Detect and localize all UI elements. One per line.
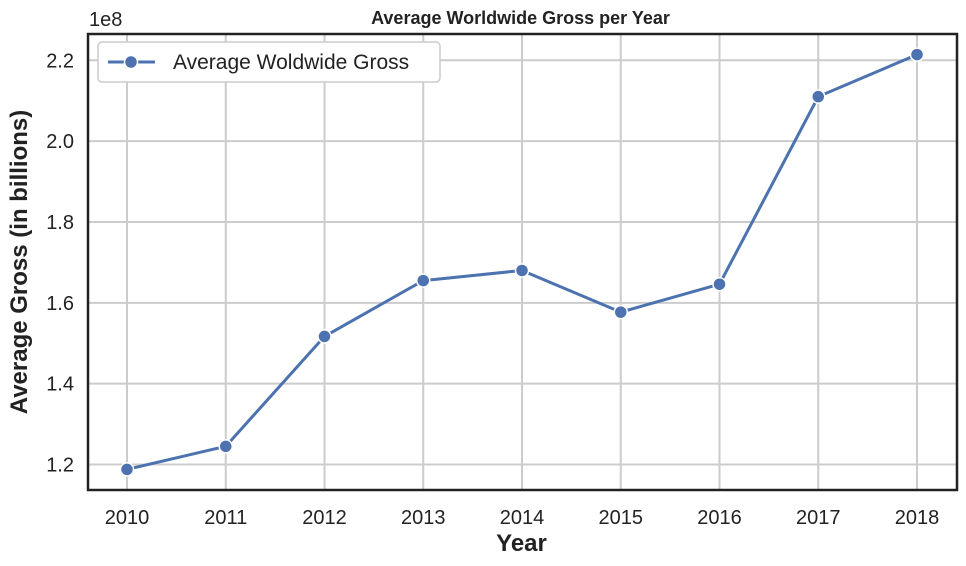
y-tick-label: 1.6: [46, 293, 74, 315]
x-tick-label: 2013: [401, 507, 446, 529]
x-tick-label: 2011: [204, 507, 247, 529]
data-point: [712, 276, 727, 292]
y-tick-label: 1.4: [46, 374, 74, 396]
x-tick-label: 2010: [105, 507, 150, 529]
x-tick-labels: 2010 2011 2012 2013 2014 2015 2016 2017 2018: [105, 507, 940, 529]
legend-marker-swatch: [123, 54, 139, 70]
data-point: [909, 47, 925, 62]
x-tick-label: 2018: [895, 507, 940, 529]
y-offset-label: 1e8: [89, 9, 122, 31]
grid-lines: [88, 34, 957, 490]
data-point: [119, 462, 135, 477]
legend-entry-label: Average Woldwide Gross: [173, 51, 409, 74]
data-point: [514, 263, 530, 278]
x-tick-label: 2017: [796, 507, 841, 529]
x-tick-label: 2016: [697, 507, 742, 529]
chart-title: Average Worldwide Gross per Year: [371, 8, 670, 28]
y-tick-labels: 1.2 1.4 1.6 1.8 2.0 2.2: [46, 50, 74, 476]
data-point: [218, 439, 233, 454]
data-point: [613, 304, 628, 320]
y-tick-label: 2.0: [46, 131, 74, 153]
y-axis-label: Average Gross (in billions): [6, 110, 33, 415]
x-tick-label: 2015: [599, 507, 644, 529]
data-point: [317, 329, 332, 344]
x-axis-label: Year: [496, 530, 547, 557]
legend-box: [97, 41, 441, 83]
series-layer: [119, 47, 925, 477]
y-tick-label: 1.2: [46, 455, 74, 477]
legend: Average Woldwide Gross: [97, 41, 441, 83]
x-tick-label: 2014: [500, 507, 545, 529]
y-tick-label: 1.8: [46, 212, 74, 234]
plot-frame: [86, 32, 959, 492]
x-tick-label: 2012: [302, 507, 347, 529]
data-point: [416, 273, 431, 288]
data-point: [811, 89, 826, 104]
y-tick-label: 2.2: [46, 50, 74, 72]
